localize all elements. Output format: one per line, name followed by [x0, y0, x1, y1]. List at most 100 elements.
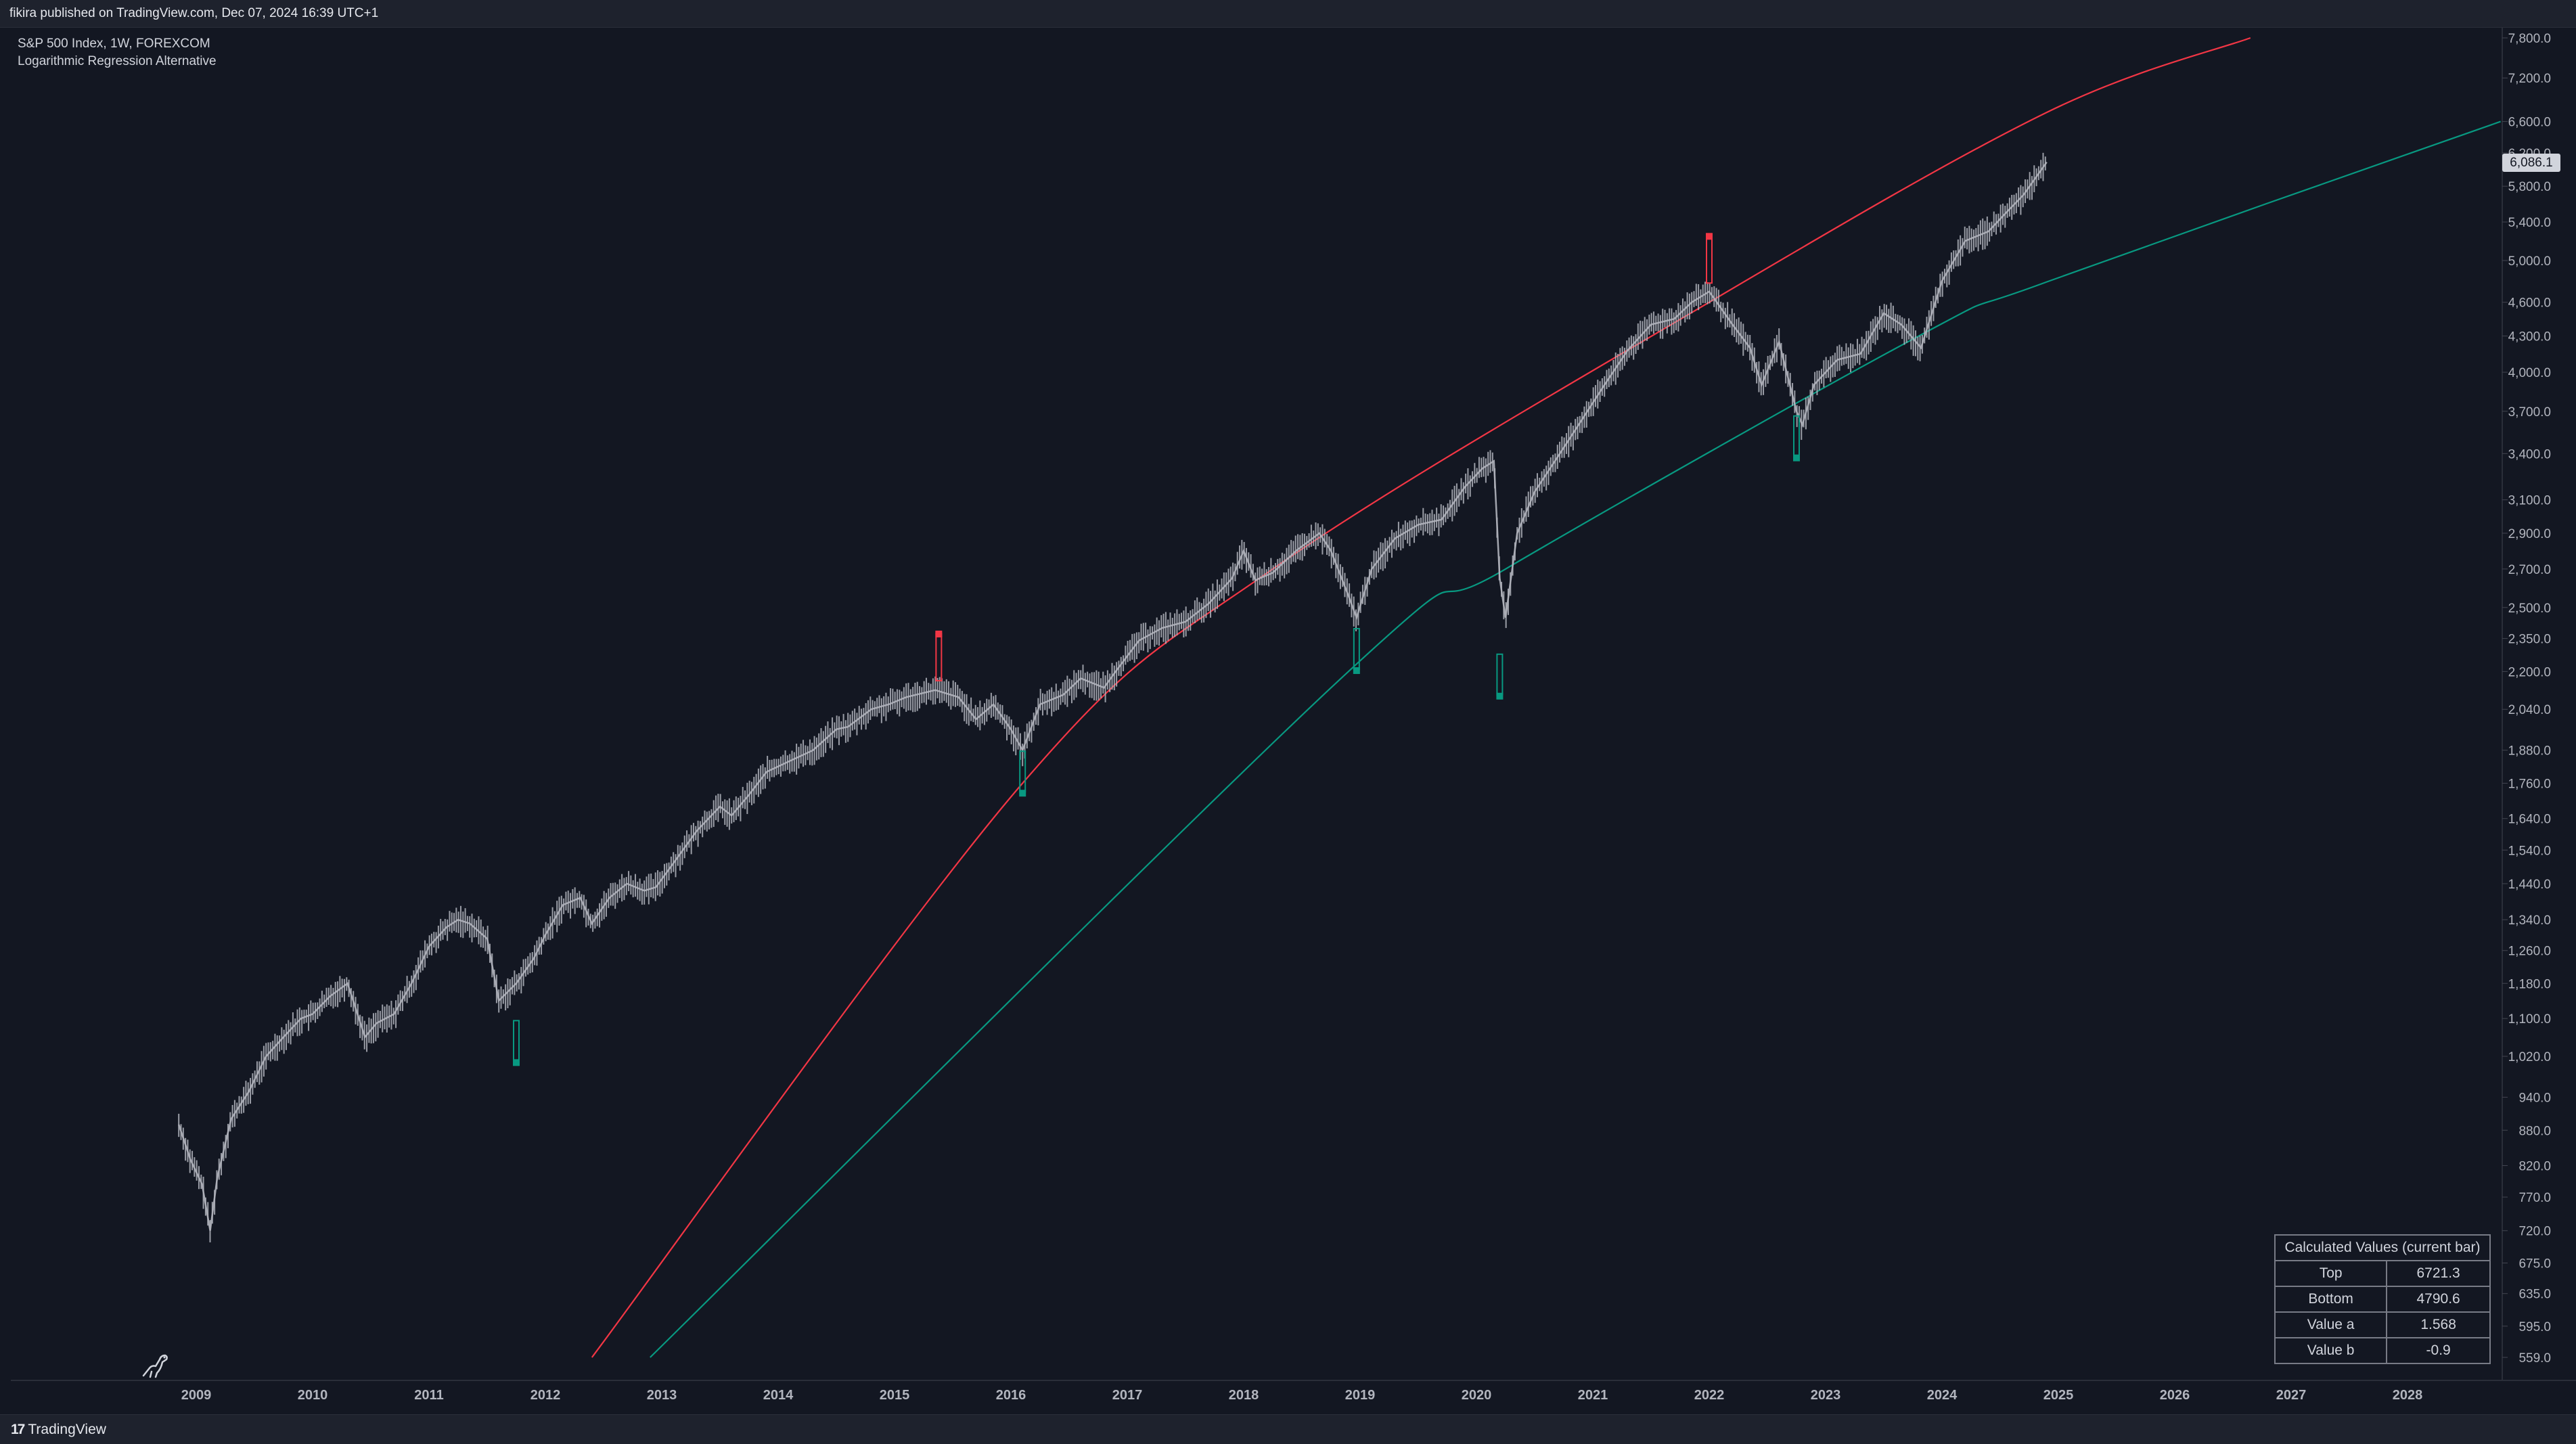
x-tick-label: 2027: [2276, 1388, 2307, 1403]
top-signal-marker: [935, 630, 943, 637]
top-bar: fikira published on TradingView.com, Dec…: [0, 0, 2576, 28]
x-tick-label: 2012: [530, 1388, 561, 1403]
y-tick-label: 2,040.0: [2508, 703, 2551, 717]
row-value-value-b: -0.9: [2386, 1337, 2491, 1364]
x-tick-label: 2016: [996, 1388, 1026, 1403]
tradingview-brand[interactable]: 17 TradingView: [11, 1422, 106, 1438]
y-tick-label: 2,200.0: [2508, 665, 2551, 679]
y-tick-label: 4,000.0: [2508, 366, 2551, 380]
x-tick-label: 2022: [1694, 1388, 1725, 1403]
top-regression-line: [591, 37, 2251, 1358]
top-signal-bar: [935, 632, 943, 681]
y-tick-label: 1,020.0: [2508, 1050, 2551, 1064]
y-tick-label: 635.0: [2518, 1288, 2551, 1302]
price-chart[interactable]: 7,800.07,200.06,600.06,200.05,800.05,400…: [0, 27, 2576, 1414]
x-tick-label: 2015: [880, 1388, 910, 1403]
regression-bands: [591, 37, 2501, 1358]
y-tick-label: 880.0: [2518, 1124, 2551, 1138]
y-tick-label: 720.0: [2518, 1225, 2551, 1239]
current-price-label: 6,086.1: [2502, 154, 2560, 172]
table-title: Calculated Values (current bar): [2274, 1234, 2491, 1261]
y-tick-label: 940.0: [2518, 1091, 2551, 1105]
price-close-line: [178, 161, 2048, 1231]
table-row: Value b -0.9: [2274, 1337, 2491, 1364]
y-tick-label: 675.0: [2518, 1257, 2551, 1271]
bottom-regression-line: [650, 120, 2501, 1358]
bottom-signal-bar: [513, 1020, 520, 1062]
x-tick-label: 2009: [181, 1388, 212, 1403]
y-tick-label: 1,180.0: [2508, 977, 2551, 991]
y-tick-label: 559.0: [2518, 1351, 2551, 1366]
published-info: fikira published on TradingView.com, Dec…: [9, 6, 379, 20]
bottom-signal-marker: [1496, 692, 1504, 700]
y-tick-label: 1,640.0: [2508, 813, 2551, 827]
x-tick-label: 2014: [763, 1388, 794, 1403]
x-tick-label: 2028: [2393, 1388, 2423, 1403]
y-tick-label: 5,400.0: [2508, 216, 2551, 230]
row-label-value-b: Value b: [2274, 1337, 2388, 1364]
x-tick-label: 2018: [1229, 1388, 1259, 1403]
y-tick-label: 2,350.0: [2508, 633, 2551, 647]
y-tick-label: 1,340.0: [2508, 913, 2551, 928]
row-value-bottom: 4790.6: [2386, 1286, 2491, 1313]
row-label-bottom: Bottom: [2274, 1286, 2388, 1313]
top-signal-bar: [1706, 235, 1713, 284]
y-tick-label: 7,200.0: [2508, 72, 2551, 86]
price-axis: 7,800.07,200.06,600.06,200.05,800.05,400…: [2502, 32, 2551, 1366]
row-value-top: 6721.3: [2386, 1260, 2491, 1287]
y-tick-label: 3,700.0: [2508, 405, 2551, 420]
y-tick-label: 2,700.0: [2508, 563, 2551, 577]
x-tick-label: 2024: [1927, 1388, 1958, 1403]
y-tick-label: 2,900.0: [2508, 527, 2551, 541]
y-tick-label: 2,500.0: [2508, 602, 2551, 616]
table-row: Value a 1.568: [2274, 1311, 2491, 1338]
x-tick-label: 2010: [298, 1388, 328, 1403]
dinosaur-icon: [142, 1354, 168, 1378]
y-tick-label: 1,440.0: [2508, 878, 2551, 892]
y-tick-label: 770.0: [2518, 1191, 2551, 1205]
y-tick-label: 1,540.0: [2508, 844, 2551, 858]
price-series: [178, 152, 2048, 1243]
y-tick-label: 4,600.0: [2508, 296, 2551, 311]
bottom-signal-bar: [1496, 653, 1504, 696]
x-tick-label: 2013: [647, 1388, 677, 1403]
bottom-bar: 17 TradingView: [0, 1414, 2576, 1444]
chart-legend: S&P 500 Index, 1W, FOREXCOM Logarithmic …: [18, 35, 217, 70]
y-tick-label: 3,100.0: [2508, 494, 2551, 508]
bottom-signal-marker: [1019, 790, 1026, 797]
calculated-values-table: Calculated Values (current bar) Top 6721…: [2274, 1234, 2491, 1364]
x-tick-label: 2017: [1112, 1388, 1143, 1403]
time-axis: 2009 2010 2011 2012 2013 2014 2015 2016 2017 2018…: [181, 1388, 2423, 1403]
x-tick-label: 2020: [1462, 1388, 1492, 1403]
brand-name: TradingView: [28, 1422, 106, 1437]
y-tick-label: 5,000.0: [2508, 254, 2551, 269]
x-tick-label: 2021: [1578, 1388, 1608, 1403]
y-tick-label: 1,100.0: [2508, 1012, 2551, 1026]
x-tick-label: 2026: [2160, 1388, 2190, 1403]
bottom-signal-marker: [1353, 667, 1360, 675]
y-tick-label: 4,300.0: [2508, 330, 2551, 344]
table-row: Top 6721.3: [2274, 1260, 2491, 1287]
row-label-value-a: Value a: [2274, 1311, 2388, 1338]
top-signal-marker: [1706, 233, 1713, 240]
indicator-name[interactable]: Logarithmic Regression Alternative: [18, 54, 217, 68]
symbol-info: S&P 500 Index, 1W, FOREXCOM: [18, 37, 210, 51]
signal-markers: [513, 233, 1800, 1066]
bottom-signal-marker: [513, 1059, 520, 1066]
row-value-value-a: 1.568: [2386, 1311, 2491, 1338]
table-row: Bottom 4790.6: [2274, 1286, 2491, 1313]
y-tick-label: 3,400.0: [2508, 447, 2551, 461]
y-tick-label: 820.0: [2518, 1160, 2551, 1174]
y-tick-label: 1,760.0: [2508, 777, 2551, 791]
y-tick-label: 5,800.0: [2508, 180, 2551, 194]
y-tick-label: 595.0: [2518, 1320, 2551, 1334]
y-tick-label: 1,880.0: [2508, 744, 2551, 759]
row-label-top: Top: [2274, 1260, 2388, 1287]
bottom-signal-marker: [1793, 454, 1800, 461]
y-tick-label: 1,260.0: [2508, 945, 2551, 959]
x-tick-label: 2011: [414, 1388, 443, 1403]
y-tick-label: 6,600.0: [2508, 116, 2551, 130]
x-tick-label: 2023: [1811, 1388, 1841, 1403]
tradingview-logo-icon: 17: [11, 1422, 25, 1437]
x-tick-label: 2025: [2043, 1388, 2074, 1403]
